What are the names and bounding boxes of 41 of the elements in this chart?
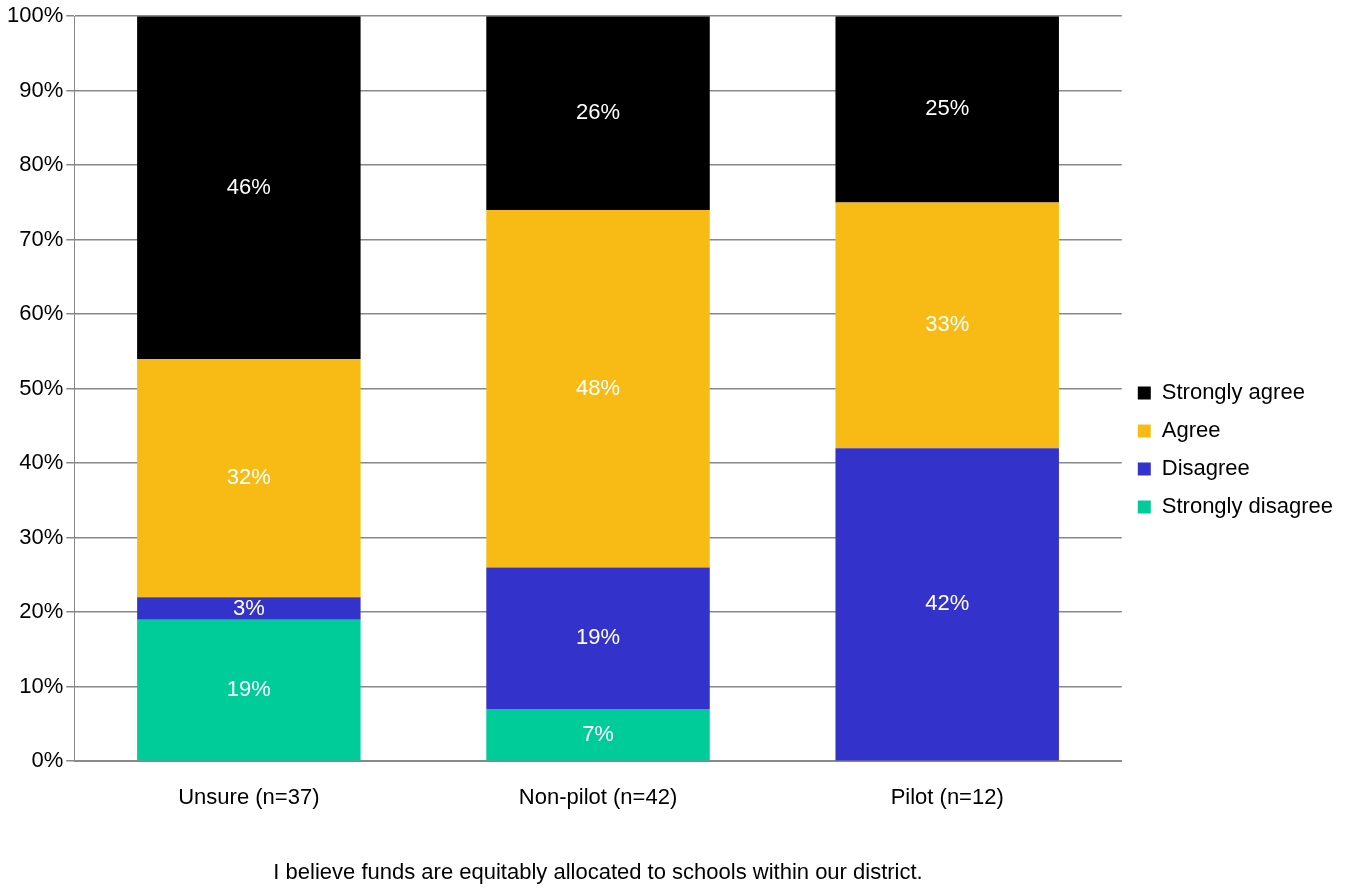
x-tick-label: Non-pilot (n=42) [518,784,678,810]
bar [137,358,361,598]
y-tick-label: 0% [31,747,64,773]
legend-label: Strongly agree [1161,379,1305,405]
y-tick-label: 30% [19,523,64,549]
x-tick-label: Pilot (n=12) [890,784,1004,810]
y-tick-label: 40% [19,449,64,475]
bar [835,16,1059,203]
data-label: 25% [925,95,970,121]
data-label: 46% [226,173,271,199]
bar [137,597,361,620]
bar [486,709,710,761]
bar [486,567,710,710]
data-label: 42% [925,590,970,616]
y-tick-label: 100% [6,2,64,28]
y-tick-label: 90% [19,76,64,102]
bar [486,16,710,210]
data-label: 33% [925,311,970,337]
x-axis-title: I believe funds are equitably allocated to schools within our district. [273,858,923,884]
bar [835,448,1059,761]
legend-label: Disagree [1161,455,1250,481]
data-label: 3% [232,594,265,620]
bar [137,619,361,761]
bar [486,209,710,568]
data-label: 19% [576,624,621,650]
bar [835,202,1059,449]
y-tick-label: 70% [19,225,64,251]
data-label: 26% [576,99,621,125]
x-tick-label: Unsure (n=37) [178,784,320,810]
y-tick-label: 50% [19,374,64,400]
data-label: 7% [582,720,614,746]
data-label: 48% [576,374,621,400]
y-tick-label: 20% [19,598,64,624]
y-tick-label: 10% [19,672,64,698]
y-tick-label: 60% [19,300,64,326]
bar [137,16,361,359]
legend-label: Agree [1161,417,1221,443]
data-label: 32% [226,464,271,490]
y-tick-label: 80% [19,151,64,177]
data-label: 19% [226,676,271,702]
legend-label: Strongly disagree [1161,493,1334,519]
